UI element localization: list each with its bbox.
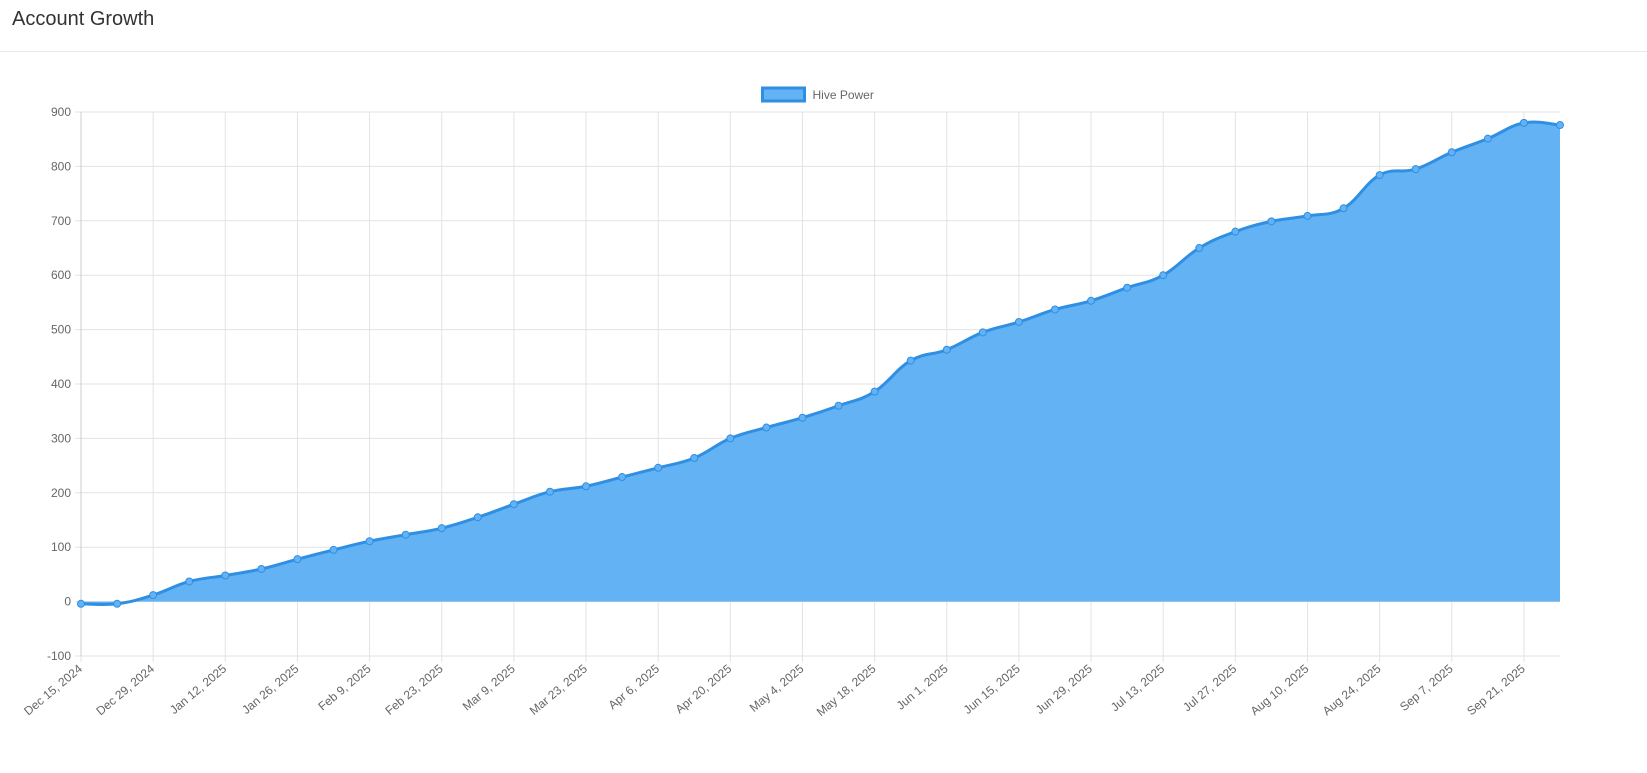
x-tick-label: Jul 27, 2025 bbox=[1180, 661, 1239, 714]
point bbox=[113, 599, 122, 608]
point bbox=[1123, 283, 1132, 292]
point bbox=[798, 413, 807, 422]
x-tick-label: Mar 9, 2025 bbox=[460, 661, 518, 713]
x-tick-label: Feb 9, 2025 bbox=[315, 661, 373, 713]
y-tick-label: 600 bbox=[51, 268, 71, 282]
x-tick-label: Mar 23, 2025 bbox=[527, 661, 590, 717]
y-tick-label: -100 bbox=[47, 649, 71, 663]
y-tick-label: 700 bbox=[51, 214, 71, 228]
x-tick-label: Jun 1, 2025 bbox=[894, 661, 951, 712]
x-tick-label: Jan 12, 2025 bbox=[167, 661, 229, 717]
y-tick-label: 500 bbox=[51, 323, 71, 337]
y-tick-label: 300 bbox=[51, 431, 71, 445]
legend-swatch bbox=[761, 86, 806, 103]
point bbox=[870, 387, 879, 396]
area-fill bbox=[81, 122, 1560, 605]
x-tick-label: Aug 24, 2025 bbox=[1320, 661, 1384, 718]
point bbox=[762, 423, 771, 432]
y-tick-label: 0 bbox=[64, 595, 71, 609]
x-tick-label: Jun 15, 2025 bbox=[961, 661, 1023, 717]
point bbox=[834, 401, 843, 410]
point bbox=[1159, 271, 1168, 280]
point bbox=[329, 545, 338, 554]
point bbox=[1303, 211, 1312, 220]
x-tick-label: Jul 13, 2025 bbox=[1108, 661, 1167, 714]
point bbox=[726, 434, 735, 443]
point bbox=[1339, 204, 1348, 213]
y-tick-label: 100 bbox=[51, 540, 71, 554]
point bbox=[149, 591, 158, 600]
point bbox=[437, 524, 446, 533]
point bbox=[221, 571, 230, 580]
x-tick-label: May 18, 2025 bbox=[814, 661, 879, 719]
x-tick-label: Dec 29, 2024 bbox=[93, 661, 157, 718]
point bbox=[365, 537, 374, 546]
x-tick-label: Apr 6, 2025 bbox=[606, 661, 663, 712]
point bbox=[942, 345, 951, 354]
y-tick-label: 400 bbox=[51, 377, 71, 391]
point bbox=[1556, 121, 1564, 130]
x-tick-label: Jun 29, 2025 bbox=[1033, 661, 1095, 717]
point bbox=[654, 463, 663, 472]
x-tick-label: Sep 21, 2025 bbox=[1464, 661, 1528, 718]
point bbox=[509, 500, 518, 509]
x-tick-label: Jan 26, 2025 bbox=[239, 661, 301, 717]
point bbox=[77, 599, 85, 608]
point bbox=[1519, 118, 1528, 127]
x-tick-label: May 4, 2025 bbox=[747, 661, 807, 714]
point bbox=[690, 453, 699, 462]
x-tick-label: Apr 20, 2025 bbox=[673, 661, 735, 716]
point bbox=[1411, 165, 1420, 174]
point bbox=[545, 487, 554, 496]
y-tick-label: 200 bbox=[51, 486, 71, 500]
point bbox=[1195, 244, 1204, 252]
point bbox=[185, 577, 194, 586]
point bbox=[401, 530, 410, 539]
y-tick-label: 900 bbox=[51, 105, 71, 119]
point bbox=[1375, 171, 1384, 180]
point bbox=[582, 482, 591, 491]
y-tick-label: 800 bbox=[51, 159, 71, 173]
point bbox=[1447, 148, 1456, 157]
point bbox=[1483, 134, 1492, 143]
x-tick-label: Aug 10, 2025 bbox=[1248, 661, 1312, 718]
chart-title: Account Growth bbox=[12, 8, 154, 30]
point bbox=[978, 328, 987, 337]
legend-label: Hive Power bbox=[813, 88, 874, 102]
point bbox=[618, 473, 627, 482]
point bbox=[1267, 217, 1276, 226]
point bbox=[473, 513, 482, 522]
x-tick-label: Feb 23, 2025 bbox=[382, 661, 445, 717]
x-tick-label: Dec 15, 2024 bbox=[21, 661, 85, 718]
x-tick-label: Sep 7, 2025 bbox=[1397, 661, 1456, 714]
point bbox=[1050, 305, 1059, 314]
point bbox=[257, 564, 266, 573]
point bbox=[1014, 317, 1023, 326]
point bbox=[1087, 296, 1096, 305]
point bbox=[906, 356, 915, 365]
point bbox=[1231, 227, 1240, 236]
point bbox=[293, 555, 302, 564]
